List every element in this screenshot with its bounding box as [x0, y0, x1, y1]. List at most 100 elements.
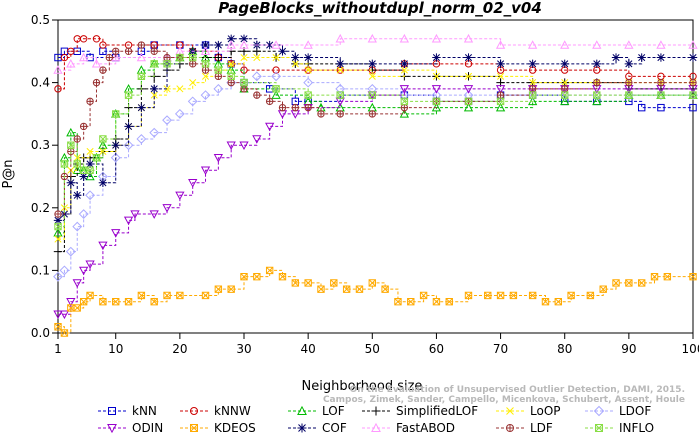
data-point	[91, 58, 102, 68]
data-point	[271, 90, 281, 99]
data-point	[560, 40, 570, 49]
data-point	[187, 96, 198, 107]
data-point	[368, 110, 376, 118]
data-point	[53, 227, 63, 237]
data-point	[240, 85, 248, 93]
data-point	[317, 285, 325, 293]
data-point	[303, 40, 313, 49]
data-point	[53, 271, 63, 282]
data-point	[85, 159, 95, 169]
data-point	[291, 53, 300, 62]
data-point	[625, 279, 633, 287]
series-line	[58, 88, 693, 315]
data-point	[561, 91, 569, 99]
y-tick-label: 0.2	[31, 201, 50, 215]
data-point	[637, 53, 646, 62]
data-point	[150, 84, 159, 94]
data-point	[689, 103, 697, 112]
series-inflo	[54, 53, 697, 231]
data-point	[394, 298, 402, 306]
data-point	[67, 141, 75, 149]
legend-item-lof: LOF	[288, 404, 345, 418]
data-point	[136, 134, 147, 144]
data-point	[317, 110, 325, 118]
data-point	[79, 52, 89, 62]
legend-label: kNN	[132, 404, 157, 418]
legend-item-ldof: LDOF	[585, 404, 651, 418]
data-point	[201, 291, 210, 300]
data-point	[79, 298, 88, 306]
data-point	[163, 60, 171, 68]
data-point	[60, 329, 69, 337]
data-point	[66, 58, 76, 68]
data-point	[59, 265, 70, 276]
data-point	[78, 209, 89, 219]
data-point	[59, 310, 70, 320]
data-point	[463, 102, 474, 112]
x-tick-label: 10	[108, 342, 123, 356]
data-point	[200, 166, 211, 176]
data-point	[689, 91, 697, 99]
data-point	[265, 40, 274, 50]
series-line	[58, 57, 693, 240]
x-tick-label: 70	[493, 342, 508, 356]
data-point	[561, 85, 569, 93]
data-point	[432, 97, 441, 106]
data-point	[201, 60, 210, 68]
data-point	[239, 141, 249, 151]
data-point	[176, 53, 184, 62]
data-point	[107, 424, 117, 434]
data-point	[112, 47, 120, 55]
data-point	[592, 40, 602, 49]
data-point	[656, 40, 666, 49]
data-point	[53, 310, 63, 320]
data-point	[99, 135, 107, 143]
data-point	[624, 40, 634, 49]
data-point	[595, 424, 603, 432]
data-point	[399, 85, 410, 94]
data-point	[150, 47, 158, 55]
data-point	[560, 59, 569, 69]
data-point	[304, 104, 312, 112]
data-point	[650, 272, 659, 281]
data-point	[188, 60, 197, 68]
data-point	[227, 60, 235, 68]
data-point	[92, 154, 101, 162]
data-point	[688, 40, 698, 49]
data-point	[163, 85, 171, 93]
legend-item-odin: ODIN	[98, 421, 163, 434]
x-tick-label: 40	[301, 342, 316, 356]
data-point	[528, 59, 537, 69]
y-axis-label: P@n	[1, 159, 16, 188]
data-point	[239, 40, 249, 49]
data-point	[240, 78, 248, 87]
data-point	[495, 40, 506, 49]
legend-item-inflo: INFLO	[585, 421, 654, 434]
data-point	[368, 279, 376, 287]
data-point	[253, 54, 261, 62]
data-point	[278, 272, 287, 281]
data-point	[336, 66, 344, 74]
data-point	[162, 204, 172, 213]
data-point	[124, 47, 133, 55]
data-point	[368, 72, 376, 80]
legend-label: LoOP	[530, 404, 561, 418]
data-point	[593, 91, 601, 99]
legend-label: FastABOD	[396, 421, 455, 434]
data-point	[190, 424, 198, 432]
data-point	[253, 272, 261, 281]
data-point	[663, 272, 672, 281]
data-point	[291, 104, 300, 112]
data-point	[304, 91, 312, 99]
legend-label: INFLO	[619, 421, 654, 434]
data-point	[72, 221, 83, 232]
data-point	[112, 298, 120, 306]
series-kdeos	[54, 266, 697, 337]
data-point	[200, 90, 211, 101]
data-point	[304, 66, 312, 74]
data-point	[53, 247, 63, 256]
data-point	[54, 210, 62, 218]
data-point	[265, 266, 274, 275]
data-point	[335, 83, 346, 94]
data-point	[176, 85, 184, 93]
